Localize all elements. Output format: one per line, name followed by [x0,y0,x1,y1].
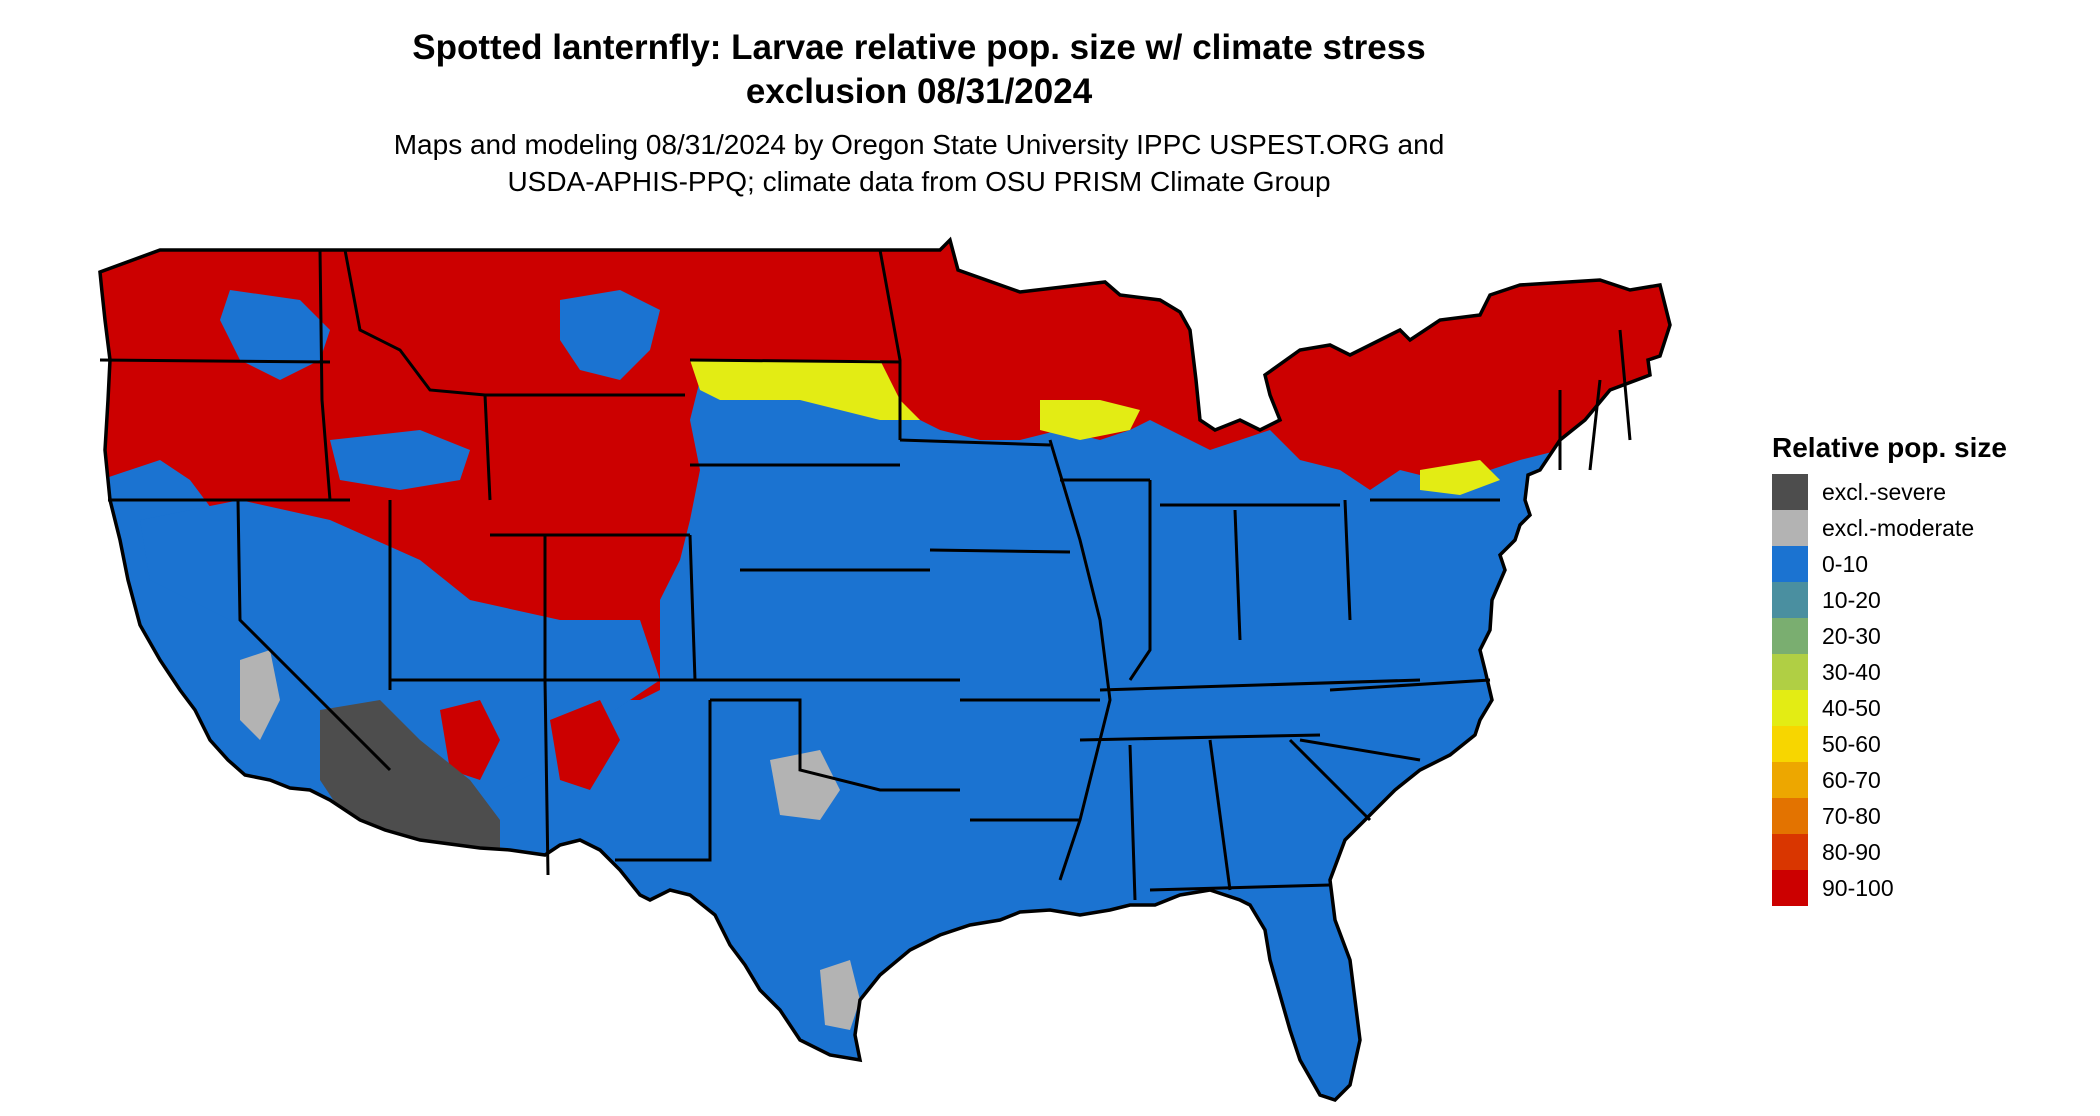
legend: Relative pop. size excl.-severe excl.-mod… [1772,430,2072,906]
legend-item: 80-90 [1772,834,2072,870]
fill-40-50-plains-edge [690,360,920,420]
legend-item: 0-10 [1772,546,2072,582]
legend-label: 80-90 [1822,839,1881,865]
legend-swatch [1772,474,1808,510]
fill-90-100-north [100,240,1670,790]
border-mn-west [878,249,902,440]
border-wa-or [99,358,331,364]
border-id-wy [483,394,492,501]
legend-swatch [1772,834,1808,870]
map-title-line-1: Spotted lanternfly: Larvae relative pop.… [412,28,1426,67]
legend-label: 40-50 [1822,695,1881,721]
legend-swatch [1772,618,1808,654]
legend-label: 10-20 [1822,587,1881,613]
border-nd-sd [689,358,901,364]
map-subtitle-line-1: Maps and modeling 08/31/2024 by Oregon S… [393,129,1445,160]
border-co-east [688,534,697,681]
fill-90-100-new-mexico-highlands [550,700,620,790]
border-ms-river [1048,439,1112,881]
legend-label: 70-80 [1822,803,1881,829]
border-id-mt [343,249,486,397]
legend-swatch [1772,690,1808,726]
legend-label: excl.-moderate [1822,515,1975,541]
map-title-line-2: exclusion 08/31/2024 [745,72,1093,111]
border-id-west [318,249,332,501]
legend-swatch [1772,762,1808,798]
fill-0-10-great-basin [140,500,660,790]
border-va-nc [1329,678,1491,692]
border-nm-tx [615,700,712,862]
border-az-nm [543,679,550,876]
legend-title: Relative pop. size [1772,432,2007,463]
legend-item: excl.-severe [1772,474,2072,510]
legend-swatch [1772,546,1808,582]
fill-0-10-montana-plains [560,290,660,380]
legend-label: 90-100 [1822,875,1894,901]
legend-label: 30-40 [1822,659,1881,685]
fill-0-10-snake-river [330,430,470,490]
fill-excl-moderate-new-mexico [770,750,840,820]
legend-item: 40-50 [1772,690,2072,726]
legend-item: 70-80 [1772,798,2072,834]
legend-item: 10-20 [1772,582,2072,618]
border-nc-sc [1299,738,1421,762]
fill-excl-moderate-texas [820,960,860,1030]
legend-label: excl.-severe [1822,479,1946,505]
legend-swatch [1772,870,1808,906]
fill-40-50-new-england [1420,460,1500,495]
border-ms-al [1128,744,1137,901]
legend-item: 20-30 [1772,618,2072,654]
border-ga-sc [1288,738,1372,822]
fill-90-100-arizona-highlands [440,700,500,780]
border-ga-fl [1149,883,1331,892]
legend-label: 0-10 [1822,551,1869,577]
legend-label: 20-30 [1822,623,1881,649]
legend-items: excl.-severe excl.-moderate 0-10 10-20 20-30… [1772,474,2072,906]
border-mn-ia [899,438,1051,447]
legend-swatch [1772,654,1808,690]
border-ky-tn [1099,678,1421,692]
legend-item: 50-60 [1772,726,2072,762]
border-tn-south [1079,733,1321,742]
legend-swatch [1772,726,1808,762]
legend-label: 60-70 [1822,767,1881,793]
legend-item: 60-70 [1772,762,2072,798]
border-oh-pa [1343,499,1352,621]
legend-item: excl.-moderate [1772,510,2072,546]
legend-item: 90-100 [1772,870,2072,906]
border-vt-nh [1588,379,1602,471]
border-in-oh [1233,509,1242,641]
fill-excl-moderate-california [240,650,280,740]
border-nv-ca [236,499,392,772]
fill-0-10-wa-basin [220,290,330,380]
legend-swatch [1772,582,1808,618]
legend-label: 50-60 [1822,731,1881,757]
legend-item: 30-40 [1772,654,2072,690]
fill-40-50-great-lakes [1040,400,1140,440]
state-borders [99,249,1632,901]
map-subtitle-line-2: USDA-APHIS-PPQ; climate data from OSU PR… [507,166,1331,197]
border-il-in [1128,480,1152,681]
legend-swatch [1772,510,1808,546]
border-ia-mo [929,548,1071,554]
border-al-ga [1208,739,1232,891]
border-ok-tx [710,698,960,792]
legend-swatch [1772,798,1808,834]
